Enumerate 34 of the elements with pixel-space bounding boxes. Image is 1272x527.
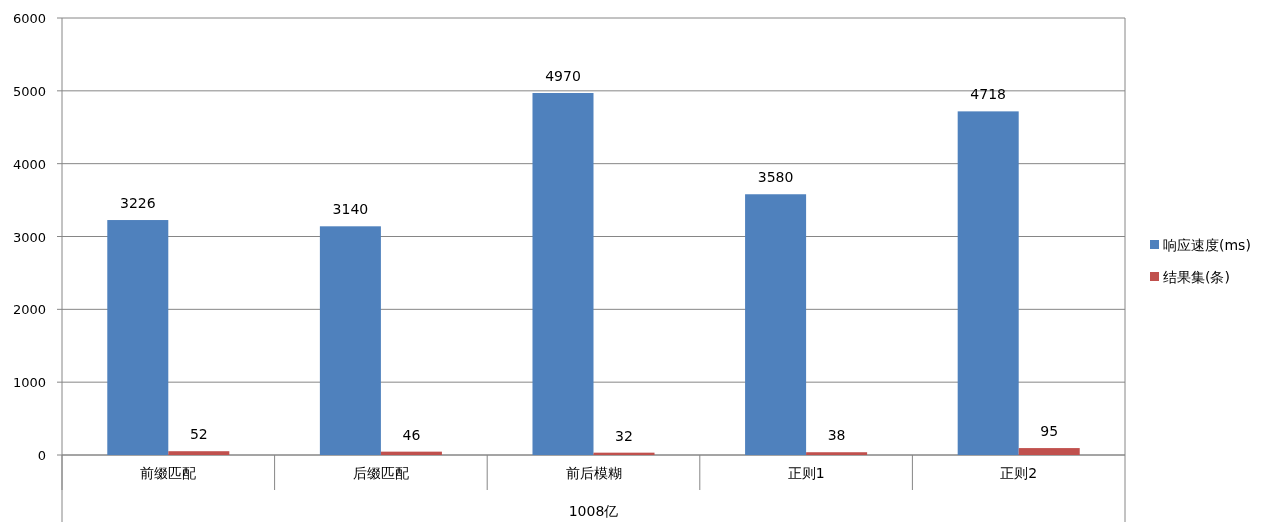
- data-label: 3580: [757, 169, 794, 186]
- x-tick-label: 正则1: [787, 465, 825, 481]
- bar: [806, 452, 868, 455]
- bar: [1018, 448, 1080, 455]
- bar: [319, 226, 381, 455]
- data-label: 95: [1040, 423, 1059, 440]
- y-tick-label: 5000: [12, 83, 46, 99]
- y-tick-label: 2000: [12, 302, 46, 318]
- bar: [107, 220, 169, 455]
- bar: [380, 451, 442, 455]
- x-tick-label: 前后模糊: [565, 465, 622, 481]
- data-label: 3140: [332, 201, 369, 218]
- legend-label: 响应速度(ms): [1163, 237, 1251, 253]
- data-label: 4718: [970, 86, 1007, 103]
- x-tick-label: 后缀匹配: [352, 465, 409, 481]
- y-tick-label: 1000: [12, 375, 46, 391]
- legend-label: 结果集(条): [1163, 269, 1230, 285]
- data-label: 52: [189, 426, 208, 443]
- y-tick-label: 0: [37, 448, 46, 463]
- x-tick-label: 正则2: [1000, 465, 1038, 481]
- y-tick-label: 3000: [12, 229, 46, 245]
- bar: [168, 451, 230, 455]
- data-label: 32: [615, 427, 633, 444]
- x-tick-label: 前缀匹配: [140, 465, 197, 481]
- bar: [745, 194, 807, 455]
- x-axis-title: 1008亿: [568, 503, 619, 519]
- data-label: 3226: [119, 195, 156, 212]
- data-label: 38: [827, 427, 846, 444]
- data-label: 4970: [545, 68, 581, 85]
- y-tick-label: 4000: [12, 156, 46, 172]
- y-tick-label: 6000: [12, 11, 46, 26]
- bar: [532, 93, 594, 455]
- data-label: 46: [402, 426, 421, 443]
- bar: [957, 111, 1019, 455]
